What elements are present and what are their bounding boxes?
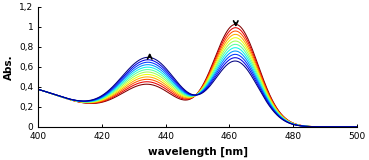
X-axis label: wavelength [nm]: wavelength [nm] bbox=[148, 146, 248, 156]
Y-axis label: Abs.: Abs. bbox=[3, 54, 14, 80]
